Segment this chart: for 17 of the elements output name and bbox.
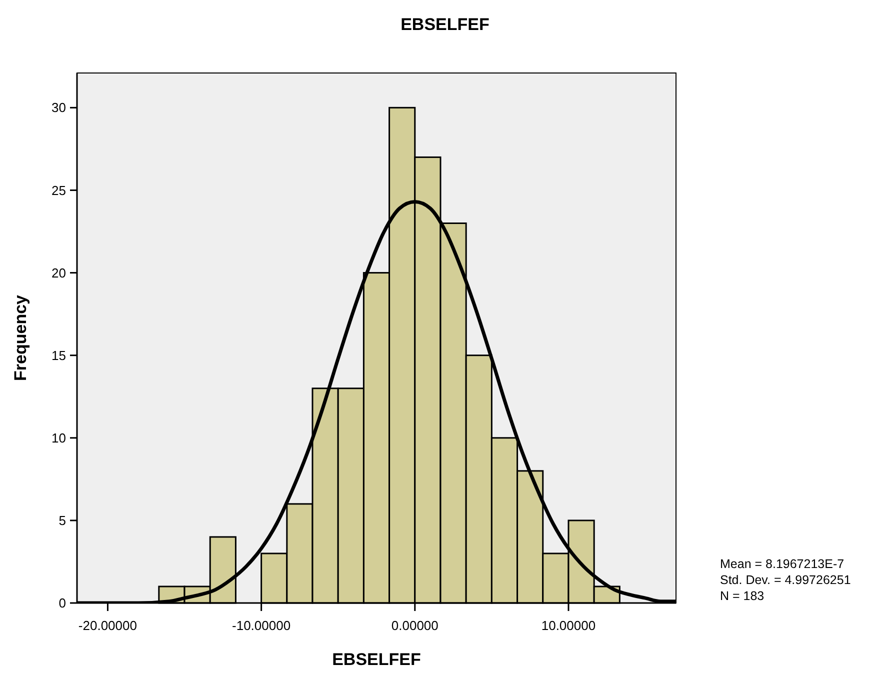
y-tick-label: 5: [58, 512, 66, 528]
y-tick-label: 30: [52, 100, 66, 116]
y-tick-label: 0: [58, 596, 66, 611]
y-tick-label: 25: [52, 182, 66, 198]
y-tick-label: 15: [52, 348, 66, 363]
x-tick-label: 0.00000: [391, 618, 438, 633]
y-tick-label: 10: [52, 430, 66, 446]
x-tick-label: -10.00000: [232, 618, 291, 633]
y-tick-label: 20: [52, 265, 66, 280]
x-axis-title: EBSELFEF: [332, 650, 421, 669]
chart-title: EBSELFEF: [400, 15, 490, 34]
x-tick-label: -20.00000: [78, 618, 137, 633]
text: Std. Dev. = 4.99726251: [720, 573, 851, 587]
x-tick-label: 10.00000: [541, 618, 596, 633]
y-axis-title: Frequency: [11, 294, 30, 381]
text: N = 183: [720, 589, 764, 603]
text: Mean = 8.1967213E-7: [720, 557, 844, 571]
